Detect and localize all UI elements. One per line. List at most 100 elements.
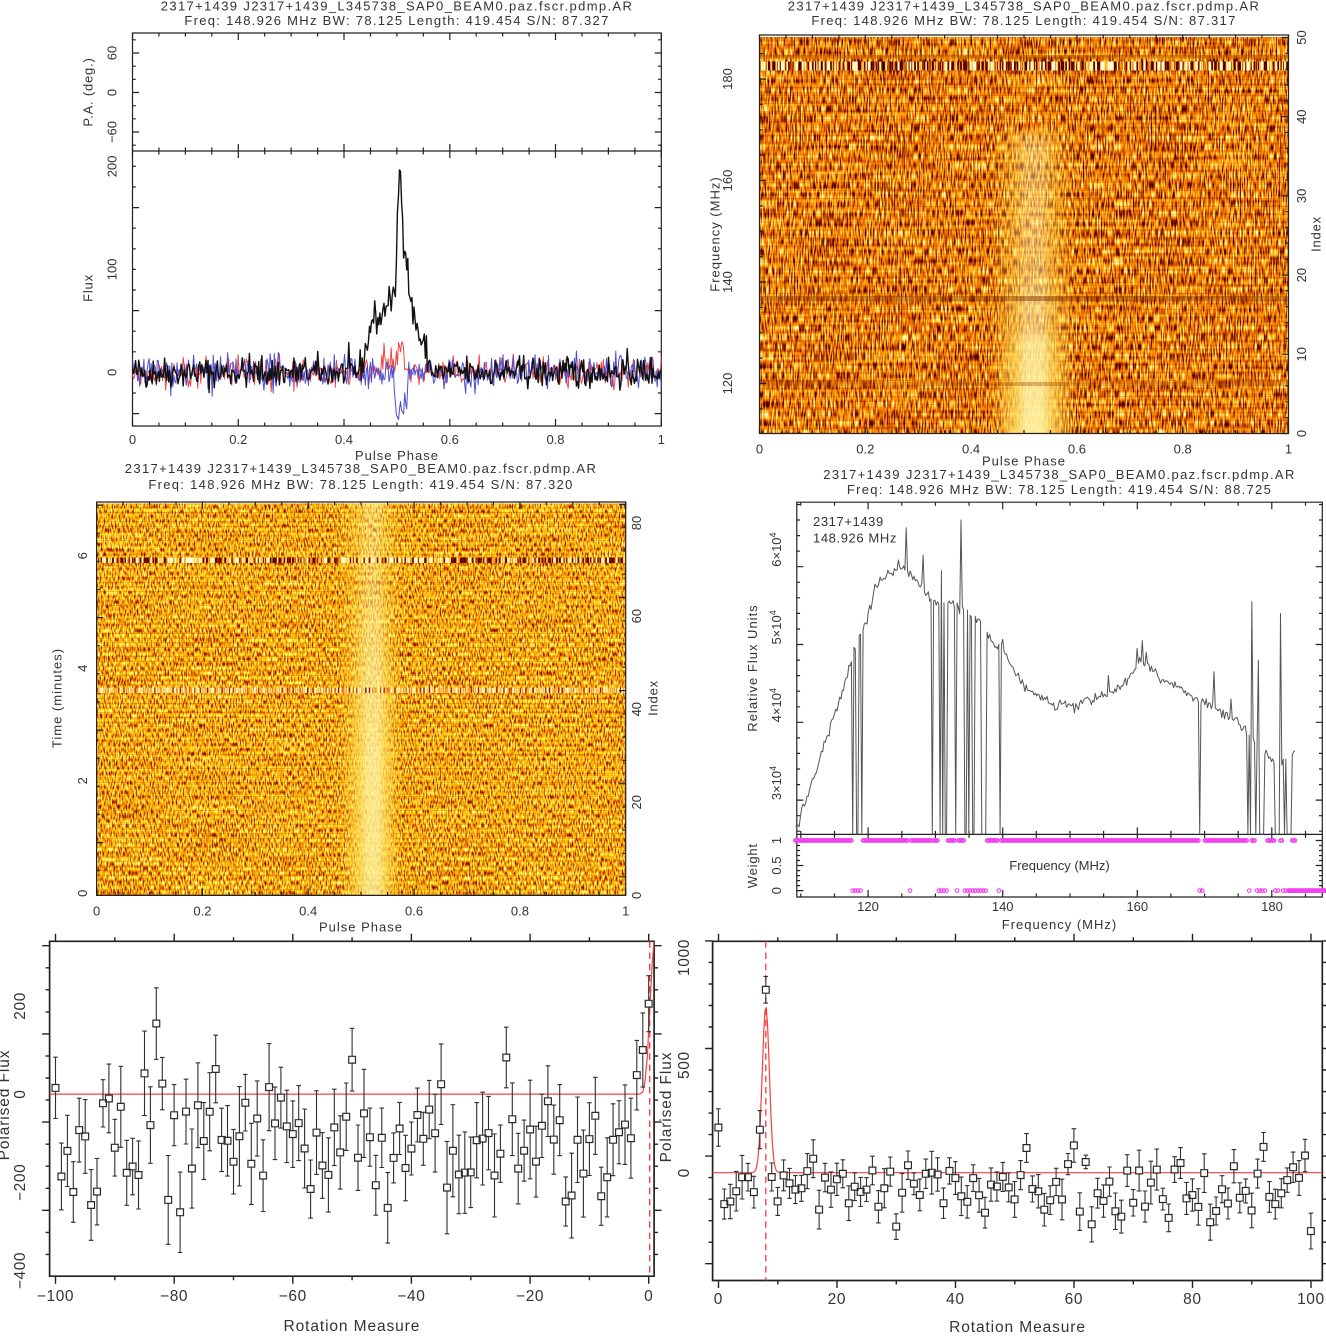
svg-text:−20: −20 xyxy=(516,1288,544,1305)
svg-text:60: 60 xyxy=(629,609,644,623)
svg-text:10: 10 xyxy=(1294,347,1309,361)
svg-text:4×104: 4×104 xyxy=(768,688,784,722)
svg-text:100: 100 xyxy=(1297,1291,1325,1308)
svg-text:80: 80 xyxy=(629,516,644,530)
svg-text:6: 6 xyxy=(75,552,90,559)
svg-text:0.8: 0.8 xyxy=(1174,442,1192,457)
svg-text:Freq: 148.926 MHz BW: 78.125 L: Freq: 148.926 MHz BW: 78.125 Length: 419… xyxy=(811,13,1236,28)
svg-text:40: 40 xyxy=(1294,109,1309,123)
svg-text:0: 0 xyxy=(75,890,90,897)
svg-text:3×104: 3×104 xyxy=(768,766,784,800)
svg-text:Freq: 148.926 MHz BW: 78.125 L: Freq: 148.926 MHz BW: 78.125 Length: 419… xyxy=(148,477,573,492)
svg-text:Frequency (MHz): Frequency (MHz) xyxy=(707,176,722,291)
svg-text:Weight: Weight xyxy=(745,843,760,888)
svg-text:−200: −200 xyxy=(12,1164,29,1201)
svg-text:0: 0 xyxy=(105,369,120,376)
svg-text:40: 40 xyxy=(946,1291,964,1308)
svg-text:−100: −100 xyxy=(37,1288,74,1305)
svg-text:6×104: 6×104 xyxy=(768,532,784,566)
svg-text:−60: −60 xyxy=(279,1288,307,1305)
svg-text:0: 0 xyxy=(769,887,784,894)
svg-text:148.926 MHz: 148.926 MHz xyxy=(813,531,897,546)
svg-text:0.6: 0.6 xyxy=(441,432,459,447)
svg-text:Time (minutes): Time (minutes) xyxy=(50,648,65,748)
svg-text:140: 140 xyxy=(992,899,1014,914)
svg-text:2317+1439 J2317+1439_L345738_S: 2317+1439 J2317+1439_L345738_SAP0_BEAM0.… xyxy=(788,0,1260,14)
svg-text:0.8: 0.8 xyxy=(511,904,529,919)
svg-text:1: 1 xyxy=(622,904,629,919)
svg-text:0: 0 xyxy=(12,1089,29,1098)
svg-text:Pulse Phase: Pulse Phase xyxy=(355,448,439,463)
svg-text:0: 0 xyxy=(644,1288,653,1305)
svg-text:50: 50 xyxy=(1294,30,1309,44)
svg-text:2317+1439 J2317+1439_L345738_S: 2317+1439 J2317+1439_L345738_SAP0_BEAM0.… xyxy=(161,0,633,14)
svg-text:Freq: 148.926 MHz BW: 78.125 L: Freq: 148.926 MHz BW: 78.125 Length: 419… xyxy=(184,13,609,28)
svg-text:P.A. (deg.): P.A. (deg.) xyxy=(80,57,95,126)
svg-text:2317+1439: 2317+1439 xyxy=(813,514,884,529)
svg-text:0.4: 0.4 xyxy=(299,904,317,919)
svg-text:180: 180 xyxy=(720,68,735,90)
svg-text:160: 160 xyxy=(1126,899,1148,914)
svg-text:20: 20 xyxy=(828,1291,846,1308)
svg-text:4: 4 xyxy=(75,665,90,672)
svg-text:Frequency (MHz): Frequency (MHz) xyxy=(1002,917,1117,932)
svg-text:0.5: 0.5 xyxy=(769,857,784,875)
svg-text:200: 200 xyxy=(105,156,120,178)
svg-text:140: 140 xyxy=(720,271,735,293)
svg-text:0.4: 0.4 xyxy=(335,432,353,447)
svg-text:−400: −400 xyxy=(12,1252,29,1289)
svg-text:Polarised Flux: Polarised Flux xyxy=(658,1052,675,1163)
svg-text:20: 20 xyxy=(629,795,644,809)
svg-text:0.2: 0.2 xyxy=(856,442,874,457)
svg-text:0: 0 xyxy=(105,89,120,96)
svg-text:0: 0 xyxy=(756,442,763,457)
svg-text:0: 0 xyxy=(714,1291,723,1308)
svg-text:0: 0 xyxy=(1294,430,1309,437)
svg-text:Relative Flux Units: Relative Flux Units xyxy=(745,604,760,731)
svg-text:0.6: 0.6 xyxy=(405,904,423,919)
svg-text:160: 160 xyxy=(720,170,735,192)
svg-text:180: 180 xyxy=(1261,899,1283,914)
svg-text:Freq: 148.926 MHz BW: 78.125 L: Freq: 148.926 MHz BW: 78.125 Length: 419… xyxy=(847,482,1272,497)
svg-text:20: 20 xyxy=(1294,268,1309,282)
svg-text:500: 500 xyxy=(676,1051,693,1079)
svg-text:120: 120 xyxy=(857,899,879,914)
svg-text:0.2: 0.2 xyxy=(229,432,247,447)
svg-text:2317+1439 J2317+1439_L345738_S: 2317+1439 J2317+1439_L345738_SAP0_BEAM0.… xyxy=(125,461,597,476)
svg-text:200: 200 xyxy=(12,992,29,1020)
svg-text:0.8: 0.8 xyxy=(546,432,564,447)
svg-text:60: 60 xyxy=(1065,1291,1083,1308)
svg-text:1: 1 xyxy=(769,837,784,844)
svg-text:2317+1439 J2317+1439_L345738_S: 2317+1439 J2317+1439_L345738_SAP0_BEAM0.… xyxy=(823,467,1295,482)
svg-text:Rotation Measure: Rotation Measure xyxy=(949,1319,1086,1335)
svg-text:Pulse Phase: Pulse Phase xyxy=(982,453,1066,468)
svg-text:120: 120 xyxy=(720,373,735,395)
svg-text:40: 40 xyxy=(629,702,644,716)
svg-text:Index: Index xyxy=(646,680,661,716)
svg-text:1000: 1000 xyxy=(676,939,693,976)
svg-text:0.4: 0.4 xyxy=(962,442,980,457)
svg-text:Index: Index xyxy=(1309,216,1324,252)
svg-text:1: 1 xyxy=(1285,442,1292,457)
svg-text:−40: −40 xyxy=(397,1288,425,1305)
svg-text:Flux: Flux xyxy=(80,274,95,302)
svg-text:−60: −60 xyxy=(105,121,120,143)
svg-text:0: 0 xyxy=(93,904,100,919)
svg-text:Polarised Flux: Polarised Flux xyxy=(0,1050,13,1161)
svg-text:Frequency (MHz): Frequency (MHz) xyxy=(1009,858,1109,873)
svg-text:−80: −80 xyxy=(160,1288,188,1305)
svg-text:80: 80 xyxy=(1183,1291,1201,1308)
svg-text:0: 0 xyxy=(629,892,644,899)
svg-text:Rotation Measure: Rotation Measure xyxy=(284,1318,421,1335)
svg-text:0.2: 0.2 xyxy=(193,904,211,919)
svg-text:2: 2 xyxy=(75,777,90,784)
svg-text:30: 30 xyxy=(1294,189,1309,203)
svg-text:60: 60 xyxy=(105,46,120,60)
svg-text:0: 0 xyxy=(676,1168,693,1177)
svg-text:Pulse Phase: Pulse Phase xyxy=(319,920,403,935)
svg-text:5×104: 5×104 xyxy=(768,610,784,644)
svg-text:0.6: 0.6 xyxy=(1068,442,1086,457)
svg-text:1: 1 xyxy=(658,432,665,447)
svg-text:100: 100 xyxy=(105,259,120,281)
svg-text:0: 0 xyxy=(129,432,136,447)
